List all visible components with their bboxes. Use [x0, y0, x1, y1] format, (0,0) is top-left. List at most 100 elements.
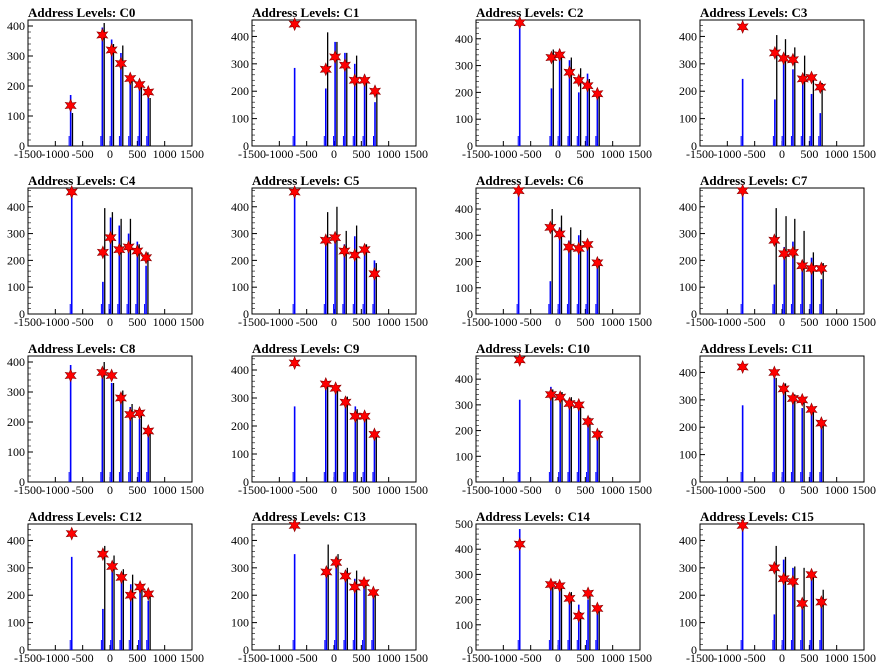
bar-black — [140, 410, 143, 482]
bar-blue-minor — [809, 136, 811, 146]
panel-title: Address Levels: C8 — [28, 341, 136, 356]
x-tick-label: -500 — [296, 483, 318, 497]
peak-marker — [348, 580, 361, 594]
bar-blue — [820, 427, 823, 482]
bar-black — [775, 377, 777, 482]
bar-blue-minor — [362, 472, 364, 482]
peak-marker — [736, 359, 749, 374]
bar-blue — [325, 379, 327, 482]
x-tick-label: 0 — [779, 315, 785, 329]
bar-black — [784, 383, 787, 482]
peak-marker — [113, 242, 126, 257]
y-tick-label: 100 — [7, 616, 25, 630]
bar-black — [552, 389, 554, 482]
bar-black — [346, 567, 348, 650]
y-tick-label: 100 — [231, 447, 249, 461]
peak-marker — [805, 261, 818, 276]
x-tick-label: 0 — [555, 147, 561, 161]
peak-marker — [814, 80, 827, 95]
x-tick-label: -1000 — [265, 483, 293, 497]
bar-blue-minor — [567, 640, 569, 650]
bar-blue — [344, 52, 346, 147]
y-tick-label: 200 — [679, 420, 697, 434]
bar-blue-minor — [772, 472, 774, 482]
bar-blue — [138, 80, 141, 146]
bar-blue — [111, 565, 113, 650]
peak-marker — [142, 85, 155, 99]
bar-black — [141, 584, 143, 650]
peak-marker — [777, 571, 790, 586]
y-tick-label: 200 — [455, 85, 473, 99]
bar-black — [327, 384, 329, 482]
bar-blue-minor — [548, 472, 550, 482]
x-tick-label: -1000 — [265, 315, 293, 329]
bar-blue — [127, 233, 130, 314]
peak-marker — [368, 266, 381, 281]
peak-marker — [554, 390, 567, 405]
y-tick-label: 0 — [467, 139, 473, 153]
x-tick-label: 500 — [576, 147, 594, 161]
peak-marker — [140, 250, 153, 265]
plot-frame — [699, 355, 865, 483]
y-tick-label: 400 — [231, 533, 249, 547]
y-tick-label: 400 — [231, 363, 249, 377]
bar-blue — [129, 584, 132, 650]
bar-blue-minor — [108, 304, 110, 314]
bar-black — [122, 390, 124, 482]
bar-blue-minor — [68, 136, 70, 146]
x-tick-label: 0 — [555, 651, 561, 665]
peak-marker — [512, 183, 525, 198]
bar-black — [598, 92, 600, 146]
plot-frame — [699, 19, 865, 147]
x-tick-label: -500 — [72, 483, 94, 497]
y-tick-label: 400 — [231, 29, 249, 43]
bar-black — [552, 49, 554, 146]
bar-blue-minor — [118, 472, 120, 482]
bar-blue-minor — [323, 304, 325, 314]
peak-marker — [358, 409, 371, 424]
y-tick-label: 200 — [455, 424, 473, 438]
bar-black — [129, 218, 132, 314]
bar-blue-minor — [567, 472, 569, 482]
x-tick-label: -1000 — [265, 147, 293, 161]
x-tick-label: 1500 — [852, 315, 876, 329]
x-tick-label: -500 — [520, 483, 542, 497]
bar-blue — [774, 99, 776, 146]
x-tick-label: 0 — [331, 315, 337, 329]
x-tick-label: 500 — [800, 315, 818, 329]
y-tick-label: 100 — [7, 445, 25, 459]
bar-blue — [109, 217, 112, 314]
bar-blue — [373, 434, 376, 482]
panel-title: Address Levels: C6 — [476, 173, 584, 188]
bar-blue — [810, 93, 813, 146]
bar-blue — [353, 236, 356, 314]
bar-blue-minor — [800, 472, 802, 482]
y-tick-label: 0 — [691, 307, 697, 321]
bar-blue — [586, 73, 589, 146]
bar-blue-minor — [781, 640, 783, 650]
bar-blue-minor — [740, 472, 742, 482]
bar-blue — [373, 260, 376, 314]
x-tick-label: 0 — [779, 651, 785, 665]
bar-blue — [101, 27, 104, 146]
bar-blue-minor — [334, 640, 336, 650]
bar-blue — [363, 587, 365, 650]
bar-blue — [70, 556, 73, 650]
x-tick-label: -1000 — [489, 483, 517, 497]
bar-blue-minor — [146, 472, 148, 482]
bar-black — [120, 218, 122, 314]
peak-marker — [513, 15, 526, 30]
bar-black — [346, 52, 348, 147]
panel-title: Address Levels: C11 — [700, 341, 813, 356]
x-tick-label: -1500 — [686, 483, 714, 497]
bar-blue-minor — [371, 640, 373, 650]
peak-marker — [368, 427, 381, 442]
y-tick-label: 500 — [455, 517, 473, 531]
bar-blue-minor — [373, 136, 374, 146]
x-tick-label: -1500 — [686, 147, 714, 161]
peak-marker — [572, 609, 585, 623]
y-tick-label: 100 — [231, 112, 249, 126]
peak-marker — [777, 51, 790, 66]
x-tick-label: 1000 — [825, 315, 849, 329]
bar-black — [588, 243, 591, 315]
